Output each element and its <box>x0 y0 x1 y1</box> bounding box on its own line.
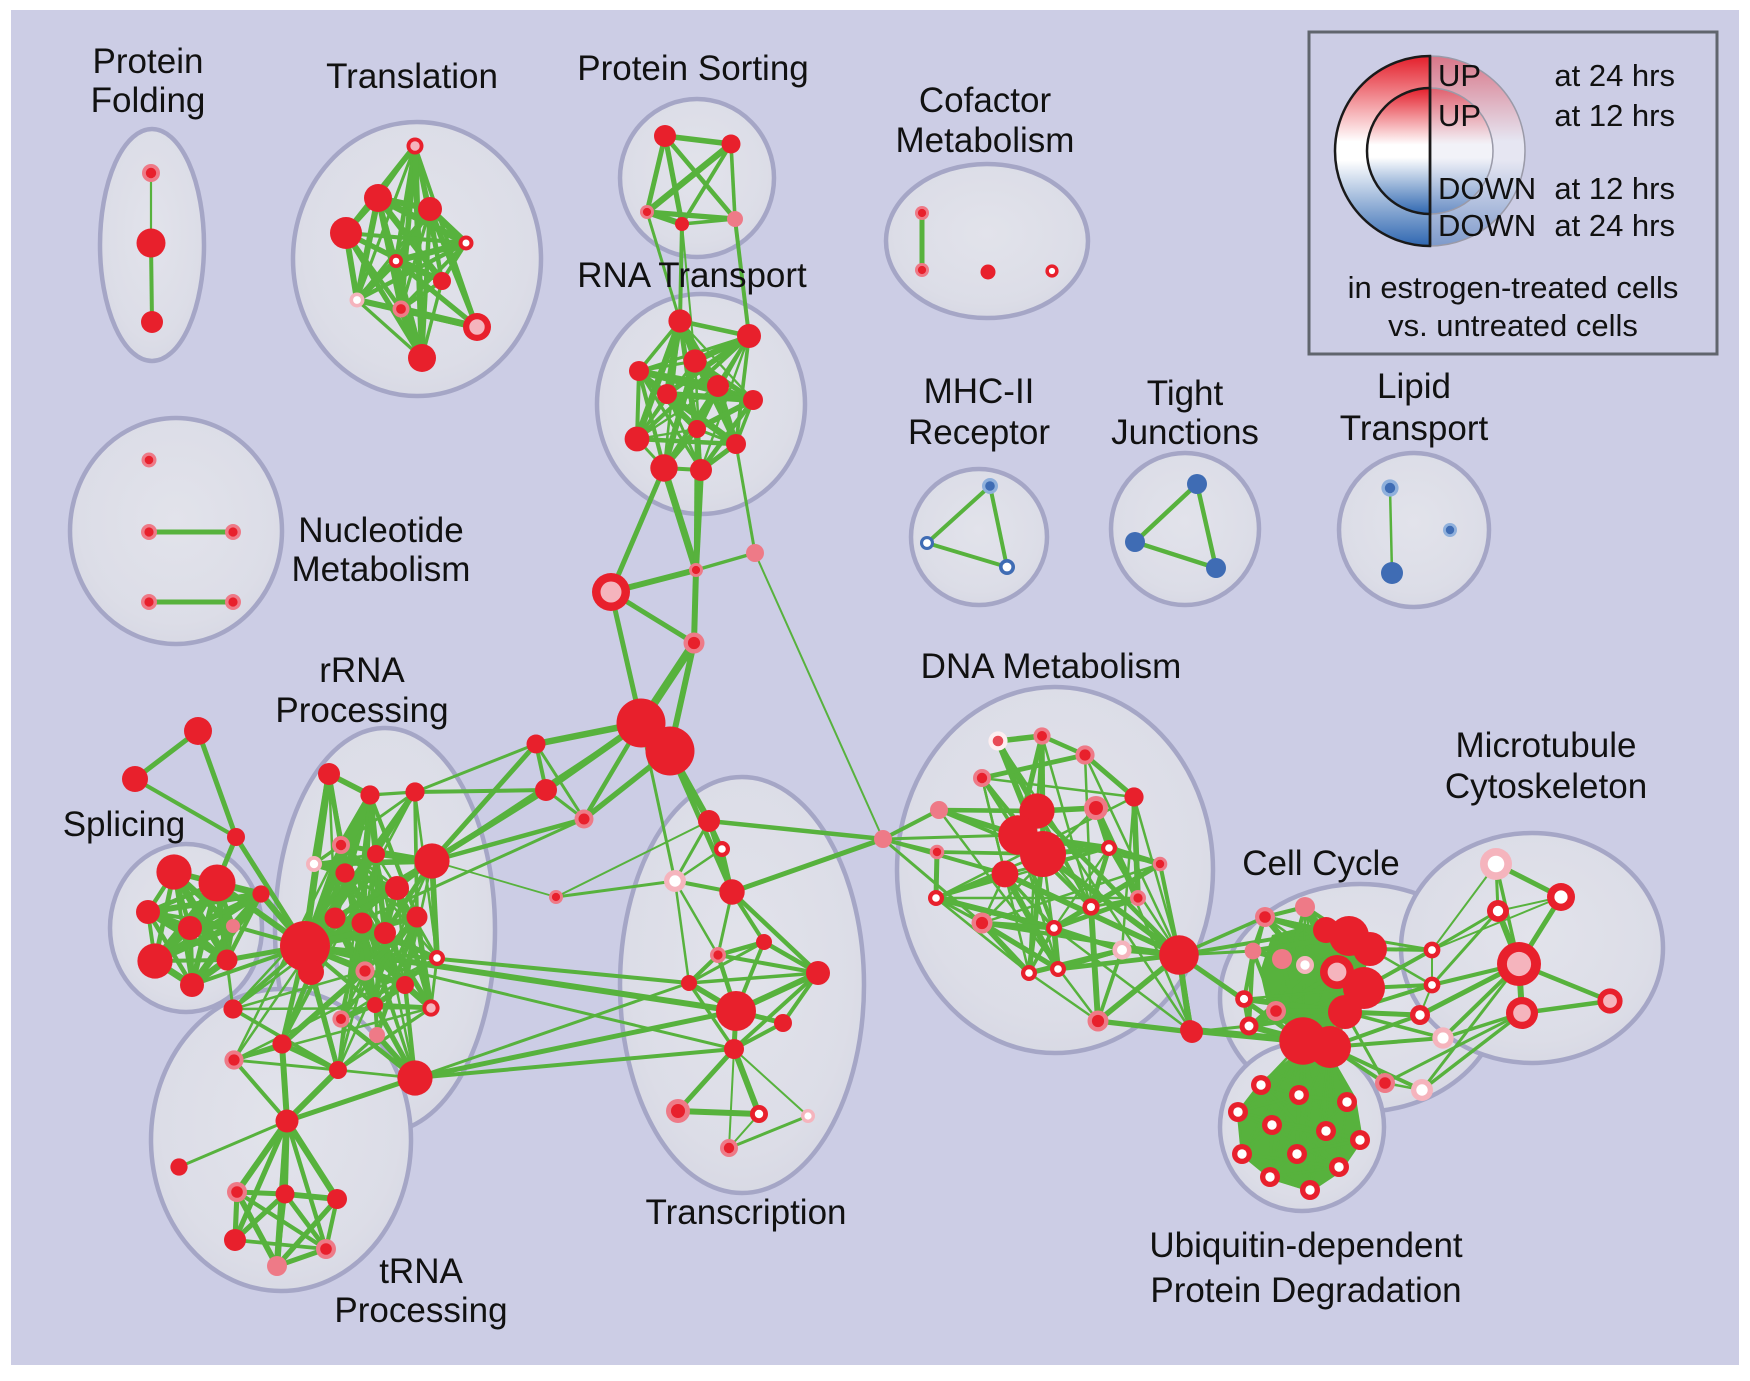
svg-text:tRNA: tRNA <box>379 1252 463 1291</box>
svg-text:Cytoskeleton: Cytoskeleton <box>1445 767 1647 806</box>
svg-text:Transcription: Transcription <box>646 1193 847 1232</box>
svg-text:Folding: Folding <box>91 81 206 120</box>
svg-text:Cofactor: Cofactor <box>919 81 1052 120</box>
svg-text:Cell Cycle: Cell Cycle <box>1242 844 1400 883</box>
svg-text:Protein: Protein <box>93 42 204 81</box>
svg-text:Ubiquitin-dependent: Ubiquitin-dependent <box>1149 1226 1463 1265</box>
svg-text:Translation: Translation <box>326 57 498 96</box>
svg-text:Lipid: Lipid <box>1377 367 1451 406</box>
svg-text:Processing: Processing <box>334 1291 507 1330</box>
svg-text:Metabolism: Metabolism <box>292 550 471 589</box>
svg-text:in estrogen-treated cells: in estrogen-treated cells <box>1348 270 1679 305</box>
svg-text:Tight: Tight <box>1147 374 1224 413</box>
svg-text:rRNA: rRNA <box>319 651 405 690</box>
svg-text:Receptor: Receptor <box>908 413 1050 452</box>
svg-text:Protein Sorting: Protein Sorting <box>577 49 809 88</box>
svg-text:at 12 hrs: at 12 hrs <box>1554 98 1675 133</box>
svg-text:DOWN: DOWN <box>1438 171 1536 206</box>
svg-text:Processing: Processing <box>275 691 448 730</box>
svg-text:vs. untreated cells: vs. untreated cells <box>1388 308 1638 343</box>
svg-text:at 24 hrs: at 24 hrs <box>1554 58 1675 93</box>
svg-text:UP: UP <box>1438 98 1481 133</box>
svg-text:RNA Transport: RNA Transport <box>577 256 807 295</box>
svg-text:Splicing: Splicing <box>63 805 186 844</box>
svg-text:DNA Metabolism: DNA Metabolism <box>921 647 1182 686</box>
svg-text:Transport: Transport <box>1340 409 1489 448</box>
svg-text:DOWN: DOWN <box>1438 208 1536 243</box>
svg-text:Nucleotide: Nucleotide <box>298 511 463 550</box>
svg-text:UP: UP <box>1438 58 1481 93</box>
svg-text:Junctions: Junctions <box>1111 413 1259 452</box>
svg-text:at 24 hrs: at 24 hrs <box>1554 208 1675 243</box>
svg-text:Metabolism: Metabolism <box>896 121 1075 160</box>
svg-text:MHC-II: MHC-II <box>924 372 1035 411</box>
svg-text:Microtubule: Microtubule <box>1456 726 1637 765</box>
svg-text:Protein Degradation: Protein Degradation <box>1150 1271 1461 1310</box>
svg-text:at 12 hrs: at 12 hrs <box>1554 171 1675 206</box>
